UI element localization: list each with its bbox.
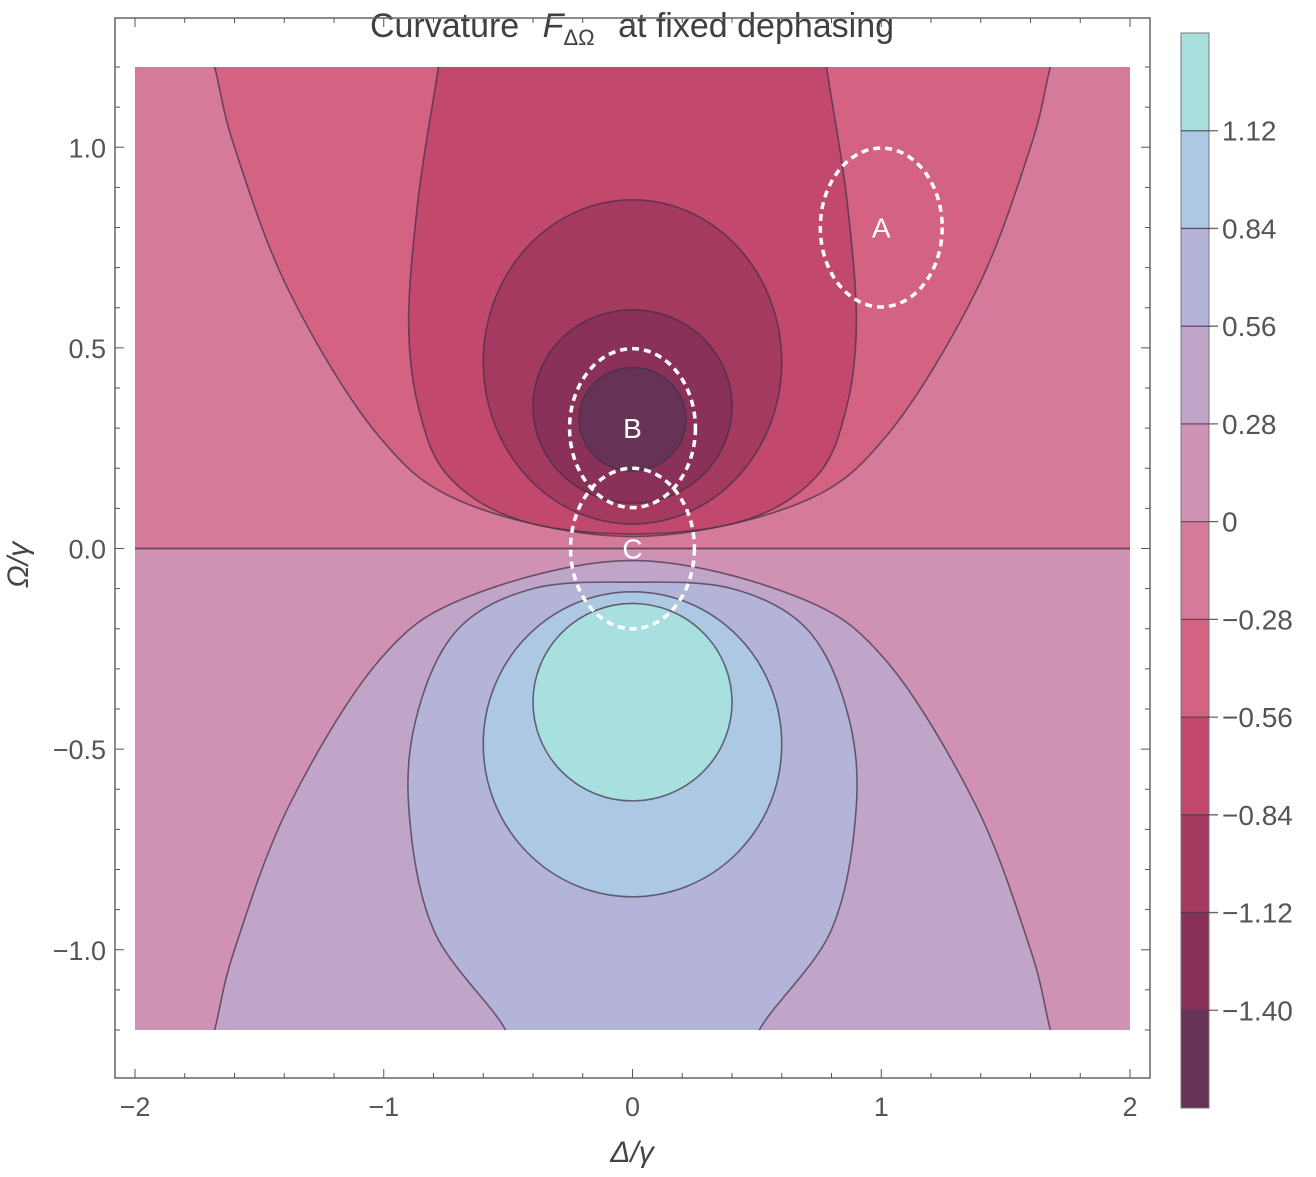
- y-tick-label: −0.5: [53, 735, 106, 765]
- colorbar-band: [1181, 912, 1209, 1011]
- colorbar-label: 0.84: [1222, 213, 1277, 244]
- colorbar-label: −0.28: [1222, 604, 1293, 635]
- contour-regions: [135, 67, 1130, 1030]
- colorbar-band: [1181, 228, 1209, 327]
- annotation-label-B: B: [623, 413, 642, 444]
- colorbar-band: [1181, 619, 1209, 718]
- annotation-ellipse-B: [567, 346, 698, 510]
- annotation-label-A: A: [872, 213, 891, 244]
- colorbar-label: −1.12: [1222, 898, 1293, 929]
- annotation-ellipse-A: [818, 146, 944, 309]
- colorbar-label: 0.56: [1222, 311, 1277, 342]
- title-symbol: F: [543, 7, 566, 45]
- contour-minus-1.40: [578, 366, 687, 472]
- x-tick-label: −1: [368, 1092, 399, 1122]
- y-tick-label: 0.5: [68, 334, 106, 364]
- chart-title: Curvature FΔΩ at fixed dephasing: [370, 7, 894, 53]
- axes: −2 −1 0 1 2 −1.0 −0.5 0.0 0.5 1.0: [53, 18, 1150, 1122]
- x-tick-label: −2: [120, 1092, 151, 1122]
- y-tick-label: 1.0: [68, 133, 106, 163]
- x-axis-label: Δ/γ: [609, 1136, 655, 1169]
- colorbar-band: [1181, 33, 1209, 131]
- title-suffix: at fixed dephasing: [618, 7, 894, 45]
- annotation-ellipse-C: [568, 466, 697, 631]
- colorbar-label: 0: [1222, 507, 1238, 538]
- x-tick-label: 1: [874, 1092, 889, 1122]
- y-tick-label: 0.0: [68, 535, 106, 565]
- title-subscript: ΔΩ: [563, 25, 594, 50]
- y-axis-label: Ω/γ: [2, 540, 35, 588]
- colorbar-band: [1181, 717, 1209, 815]
- colorbar-band: [1181, 423, 1209, 522]
- colorbar-label: −1.40: [1222, 995, 1293, 1026]
- colorbar-band: [1181, 521, 1209, 620]
- colorbar-label: 0.28: [1222, 409, 1277, 440]
- title-text: Curvature: [370, 7, 519, 45]
- colorbar-label: −0.56: [1222, 702, 1293, 733]
- colorbar-band: [1181, 326, 1209, 424]
- colorbar: −1.40 −1.12 −0.84 −0.56 −0.28 0 0.28 0.56 0.84 1.…: [1180, 32, 1293, 1109]
- colorbar-frame: [1180, 32, 1210, 1109]
- contour-1.12: [532, 602, 733, 802]
- colorbar-band: [1181, 814, 1209, 913]
- colorbar-label: 1.12: [1222, 116, 1277, 147]
- colorbar-label: −0.84: [1222, 800, 1293, 831]
- colorbar-band: [1181, 1010, 1209, 1108]
- colorbar-band: [1181, 130, 1209, 229]
- y-tick-label: −1.0: [53, 936, 106, 966]
- annotations: A B C: [567, 146, 944, 631]
- x-tick-label: 2: [1122, 1092, 1137, 1122]
- annotation-label-C: C: [622, 534, 642, 565]
- x-tick-label: 0: [625, 1092, 640, 1122]
